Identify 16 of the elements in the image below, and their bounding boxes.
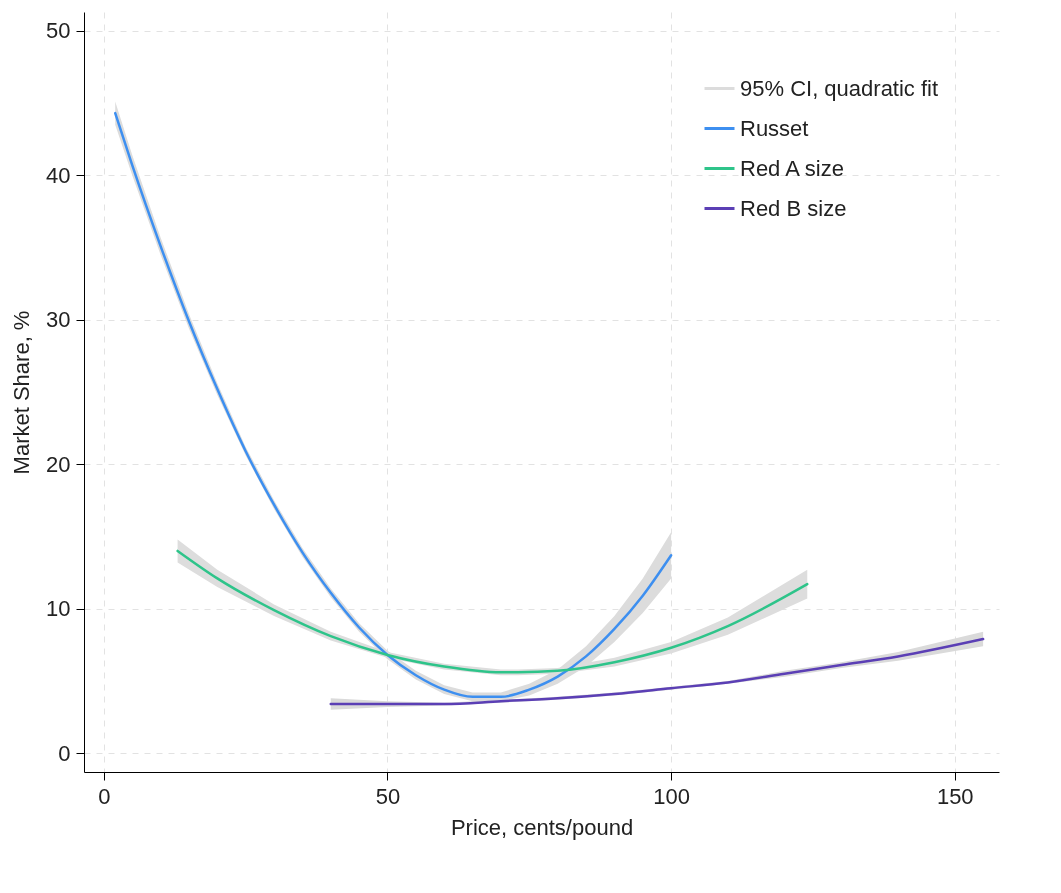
y-tick-label: 30 [46,307,71,333]
y-tick-label: 40 [46,162,71,188]
legend-label: Russet [740,115,809,141]
annotation: 95% CI, quadratic fit [740,75,939,101]
x-tick-label: 150 [936,783,974,809]
y-tick-label: 20 [46,451,71,477]
y-tick-label: 10 [46,596,71,622]
x-tick-label: 50 [375,783,401,809]
y-tick-label: 0 [58,740,71,766]
y-axis-title: Market Share, % [9,310,35,475]
legend-label: Red B size [740,195,847,221]
x-tick-label: 0 [98,783,111,809]
x-axis-title: Price, cents/pound [450,814,634,840]
legend-label: Red A size [740,155,844,181]
x-tick-label: 100 [653,783,690,809]
y-tick-label: 50 [46,18,71,44]
